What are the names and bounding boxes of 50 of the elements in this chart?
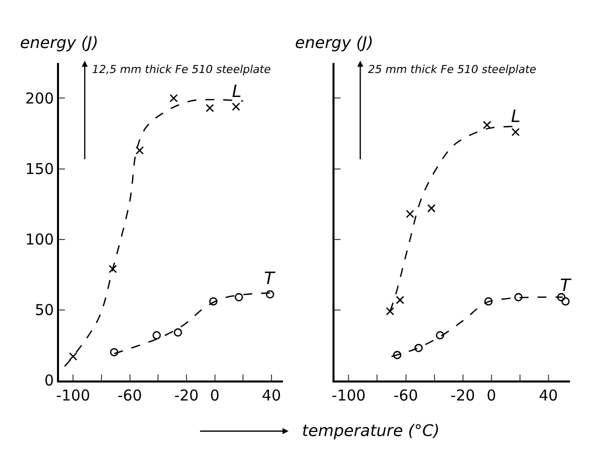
point [68, 352, 78, 361]
x-tick-label: -100 [56, 386, 90, 404]
y-tick-label: 0 [44, 372, 54, 390]
x-tick-label: 0 [486, 386, 496, 404]
series-label: T [264, 269, 276, 289]
point [396, 296, 404, 304]
point [393, 350, 402, 360]
point [484, 297, 493, 306]
y-tick-label: 50 [34, 301, 54, 320]
annotation: 25 mm thick Fe 510 steelplate [368, 63, 536, 76]
point [174, 328, 182, 337]
annotation: 12,5 mm thick Fe 510 steelplate [92, 63, 271, 76]
point [232, 102, 240, 111]
point [482, 120, 492, 130]
series-label: L [511, 107, 520, 127]
point [266, 290, 274, 299]
x-tick-label: -60 [394, 386, 418, 404]
point [209, 297, 218, 306]
y-tick-label: 150 [25, 160, 54, 178]
point [406, 210, 414, 218]
x-tick-label: -60 [118, 386, 142, 404]
point [110, 348, 118, 356]
y-axis-title: energy (J) [295, 33, 374, 52]
point [557, 293, 566, 302]
point [152, 331, 161, 340]
point [414, 344, 423, 352]
point [561, 297, 570, 306]
point [386, 307, 394, 316]
y-tick-label: 200 [25, 89, 54, 108]
point [170, 94, 178, 102]
x-tick-label: 40 [538, 386, 558, 404]
point [136, 146, 144, 155]
y-axis-title: energy (J) [20, 33, 98, 52]
point [514, 293, 523, 302]
point [234, 293, 244, 302]
x-tick-label: -100 [332, 386, 366, 404]
x-tick-label: -20 [450, 386, 476, 404]
y-tick-label: 100 [25, 230, 54, 249]
series-label: T [560, 276, 572, 296]
line-series [64, 98, 244, 367]
x-axis-title: temperature (°C) [302, 421, 440, 440]
point [206, 104, 214, 112]
point [436, 331, 444, 340]
point [511, 128, 520, 136]
point [108, 264, 117, 274]
x-tick-label: -20 [174, 386, 199, 404]
x-tick-label: 0 [210, 386, 220, 404]
point [427, 204, 436, 212]
x-tick-label: 40 [262, 386, 281, 404]
series-label: L [232, 82, 242, 102]
